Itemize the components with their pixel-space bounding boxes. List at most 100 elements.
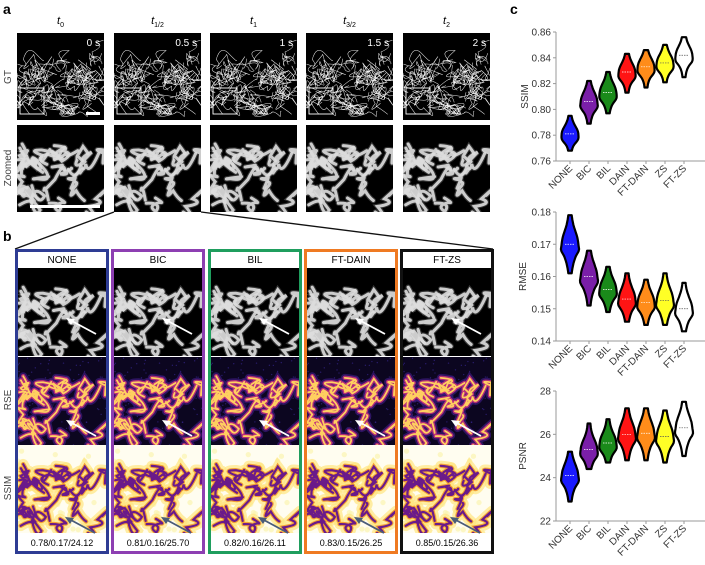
- y-tick-label: 22: [540, 517, 552, 528]
- row-label-ssim: SSIM: [3, 476, 14, 500]
- x-tick-label: NONE: [547, 343, 575, 371]
- method-title: NONE: [48, 255, 77, 266]
- y-axis-label: RMSE: [518, 262, 529, 291]
- ssim-map: [114, 445, 202, 533]
- y-tick-label: 0.86: [532, 28, 552, 39]
- y-tick-label: 0.18: [532, 208, 552, 219]
- panel-a: t0 0 s t1/2 0.5 s t1 1 s t3/2 1.5 s t2 2 s: [17, 15, 490, 212]
- violin-ft-dain: [636, 48, 656, 89]
- arrow-icon: [66, 420, 97, 437]
- y-tick-label: 0.16: [532, 272, 552, 283]
- panel-label-c: c: [510, 1, 518, 17]
- method-title: FT-ZS: [433, 255, 461, 266]
- violin-ft-zs: [673, 281, 695, 333]
- method-panel-bil: BIL 0.82/0.16/26.11: [208, 249, 302, 554]
- violin-dain: [617, 52, 637, 94]
- violin-ft-zs: [674, 36, 694, 79]
- gt-image: [114, 33, 201, 120]
- violin-none: [560, 114, 580, 152]
- arrow-icon: [162, 420, 193, 437]
- reconstruction-image: [307, 268, 395, 356]
- time-stamp: 0 s: [87, 38, 100, 49]
- reconstruction-image: [18, 268, 106, 356]
- reconstruction-image: [211, 268, 299, 356]
- arrow-icon: [66, 318, 97, 335]
- zoom-region-box: [116, 87, 142, 115]
- violin-bic: [579, 79, 599, 125]
- arrow-icon: [354, 517, 385, 534]
- column-time-label: t0: [57, 15, 64, 29]
- violin-ft-zs: [673, 400, 695, 458]
- rse-map: [307, 357, 395, 445]
- metrics-label: 0.85/0.15/26.36: [416, 538, 479, 548]
- metrics-label: 0.82/0.16/26.11: [224, 538, 286, 548]
- zoomed-image: [114, 125, 201, 212]
- arrow-icon: [355, 318, 386, 335]
- column-time-label: t1/2: [151, 15, 164, 29]
- rse-map: [211, 357, 299, 445]
- metrics-label: 0.81/0.16/25.70: [127, 538, 190, 548]
- ssim-map: [211, 445, 299, 533]
- y-axis-label: SSIM: [520, 84, 531, 108]
- zoomed-image: [17, 125, 104, 212]
- method-panel-bic: BIC 0.81/0.16/25.70: [111, 249, 205, 554]
- y-tick-label: 0.17: [532, 240, 552, 251]
- row-label-zoomed: Zoomed: [3, 150, 14, 187]
- violin-zs: [655, 43, 675, 84]
- arrow-icon: [65, 517, 96, 534]
- panel-b: NONE 0.78/0.17/24.12 BIC 0.81/0.16/25.70 BIL…: [15, 249, 494, 554]
- rse-map: [18, 357, 106, 445]
- method-title: FT-DAIN: [332, 255, 371, 266]
- y-tick-label: 0.76: [532, 157, 552, 168]
- time-stamp: 0.5 s: [175, 38, 197, 49]
- violin-bic: [579, 422, 599, 471]
- time-stamp: 1.5 s: [367, 38, 389, 49]
- reconstruction-image: [403, 268, 491, 356]
- column-time-label: t2: [443, 15, 450, 29]
- x-tick-label: NONE: [547, 163, 575, 191]
- y-tick-label: 0.84: [532, 53, 552, 64]
- gt-image: [210, 33, 297, 120]
- metrics-label: 0.83/0.15/26.25: [320, 538, 383, 548]
- zoomed-image: [210, 125, 297, 212]
- metrics-label: 0.78/0.17/24.12: [31, 538, 94, 548]
- arrow-icon: [259, 318, 290, 335]
- arrow-icon: [355, 420, 386, 437]
- gt-image: [403, 33, 490, 120]
- scale-bar: [86, 112, 100, 115]
- x-tick-label: BIC: [575, 343, 595, 363]
- y-tick-label: 0.14: [532, 337, 552, 348]
- zoom-guide-line-left: [14, 211, 115, 250]
- violin-bil: [598, 418, 618, 464]
- time-stamp: 2 s: [473, 38, 486, 49]
- method-title: BIC: [150, 255, 167, 266]
- zoom-region-box: [308, 87, 334, 115]
- ssim-map: [403, 445, 491, 533]
- time-stamp: 1 s: [280, 38, 293, 49]
- zoom-region-box: [19, 87, 45, 115]
- zoomed-image: [306, 125, 393, 212]
- panel-label-a: a: [3, 1, 11, 17]
- arrow-icon: [450, 517, 481, 534]
- arrow-icon: [451, 420, 482, 437]
- method-title: BIL: [247, 255, 262, 266]
- y-axis-label: PSNR: [518, 442, 529, 470]
- panel-label-b: b: [3, 228, 12, 244]
- arrow-icon: [162, 318, 193, 335]
- zoom-region-box: [212, 87, 238, 115]
- y-tick-label: 24: [540, 473, 552, 484]
- zoomed-image: [403, 125, 490, 212]
- row-label-rse: RSE: [3, 389, 14, 410]
- y-tick-label: 26: [540, 430, 552, 441]
- row-label-gt: GT: [3, 70, 14, 84]
- rse-map: [403, 357, 491, 445]
- y-tick-label: 0.15: [532, 304, 552, 315]
- arrow-icon: [259, 420, 290, 437]
- arrow-icon: [258, 517, 289, 534]
- reconstruction-image: [114, 268, 202, 356]
